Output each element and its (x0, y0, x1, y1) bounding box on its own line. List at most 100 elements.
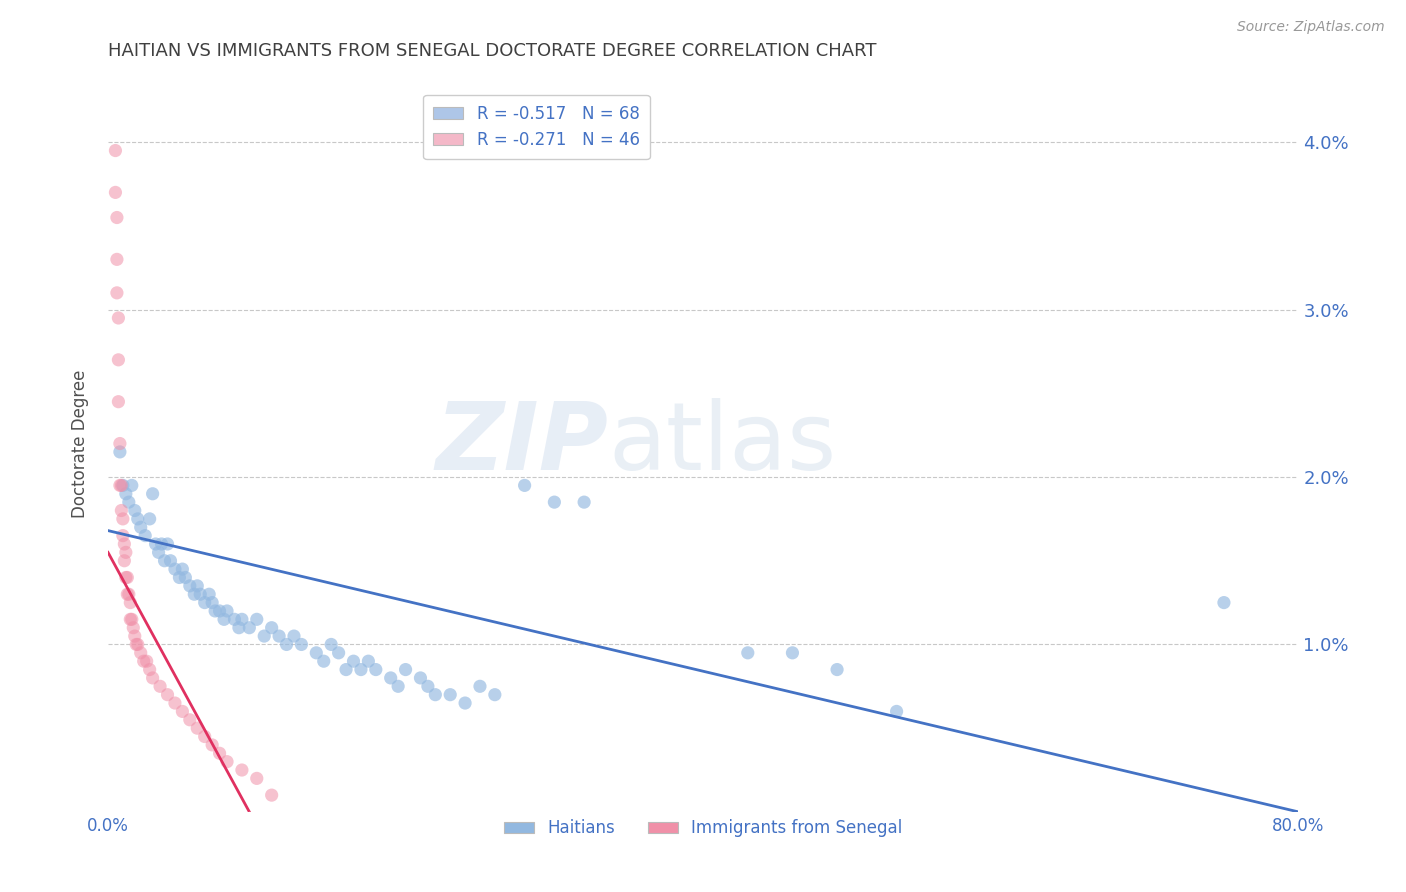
Point (105, 211, 128, 225)
Point (163, 696, 186, 710)
Point (127, 512, 149, 526)
Point (104, 144, 127, 158)
Point (825, 663, 848, 677)
Text: Source: ZipAtlas.com: Source: ZipAtlas.com (1237, 20, 1385, 34)
Point (186, 721, 208, 735)
Point (201, 738, 224, 752)
Point (156, 688, 179, 702)
Point (290, 637, 312, 651)
Point (886, 705, 908, 719)
Point (194, 596, 217, 610)
Point (120, 596, 142, 610)
Y-axis label: Doctorate Degree: Doctorate Degree (72, 369, 89, 517)
Point (179, 713, 201, 727)
Point (120, 612, 142, 626)
Point (132, 654, 155, 668)
Point (208, 746, 231, 760)
Point (110, 478, 132, 492)
Point (110, 503, 132, 517)
Point (159, 554, 181, 568)
Point (111, 528, 134, 542)
Text: HAITIAN VS IMMIGRANTS FROM SENEGAL DOCTORATE DEGREE CORRELATION CHART: HAITIAN VS IMMIGRANTS FROM SENEGAL DOCTO… (108, 42, 876, 60)
Point (118, 587, 141, 601)
Point (135, 654, 157, 668)
Point (111, 512, 134, 526)
Point (380, 671, 402, 685)
Point (276, 637, 298, 651)
Point (260, 788, 283, 802)
Point (246, 612, 269, 626)
Point (335, 663, 357, 677)
Point (169, 570, 191, 584)
Point (121, 612, 143, 626)
Point (484, 688, 506, 702)
Point (782, 646, 804, 660)
Point (231, 612, 253, 626)
Point (115, 570, 138, 584)
Point (224, 612, 246, 626)
Point (129, 520, 152, 534)
Point (112, 537, 135, 551)
Point (198, 587, 221, 601)
Point (238, 621, 260, 635)
Point (142, 671, 165, 685)
Point (124, 629, 146, 643)
Point (117, 570, 139, 584)
Point (253, 629, 276, 643)
Point (305, 646, 328, 660)
Point (321, 637, 343, 651)
Point (215, 604, 238, 618)
Point (156, 537, 179, 551)
Point (115, 545, 138, 559)
Point (342, 654, 364, 668)
Point (138, 663, 160, 677)
Point (212, 612, 235, 626)
Point (115, 487, 138, 501)
Point (118, 495, 141, 509)
Point (179, 579, 201, 593)
Point (125, 637, 148, 651)
Point (124, 503, 146, 517)
Point (183, 587, 205, 601)
Point (107, 352, 129, 367)
Point (134, 528, 156, 542)
Point (215, 755, 238, 769)
Point (312, 654, 335, 668)
Point (153, 554, 176, 568)
Point (111, 478, 134, 492)
Point (129, 646, 152, 660)
Point (172, 705, 194, 719)
Point (357, 654, 380, 668)
Point (163, 562, 186, 576)
Point (454, 696, 477, 710)
Point (231, 763, 253, 777)
Point (194, 730, 217, 744)
Point (148, 545, 170, 559)
Point (425, 688, 447, 702)
Point (208, 604, 231, 618)
Point (439, 688, 461, 702)
Point (142, 487, 165, 501)
Point (204, 604, 226, 618)
Point (108, 436, 131, 450)
Point (122, 621, 145, 635)
Point (117, 587, 139, 601)
Point (107, 394, 129, 409)
Point (350, 663, 373, 677)
Point (387, 679, 409, 693)
Point (269, 629, 291, 643)
Text: ZIP: ZIP (434, 398, 607, 490)
Point (149, 679, 172, 693)
Point (468, 679, 491, 693)
Point (1213, 596, 1236, 610)
Point (283, 629, 305, 643)
Point (246, 772, 269, 786)
Point (201, 596, 224, 610)
Point (105, 252, 128, 267)
Legend: Haitians, Immigrants from Senegal: Haitians, Immigrants from Senegal (496, 813, 910, 844)
Point (108, 445, 131, 459)
Point (513, 478, 536, 492)
Point (150, 537, 173, 551)
Point (174, 570, 197, 584)
Point (112, 554, 135, 568)
